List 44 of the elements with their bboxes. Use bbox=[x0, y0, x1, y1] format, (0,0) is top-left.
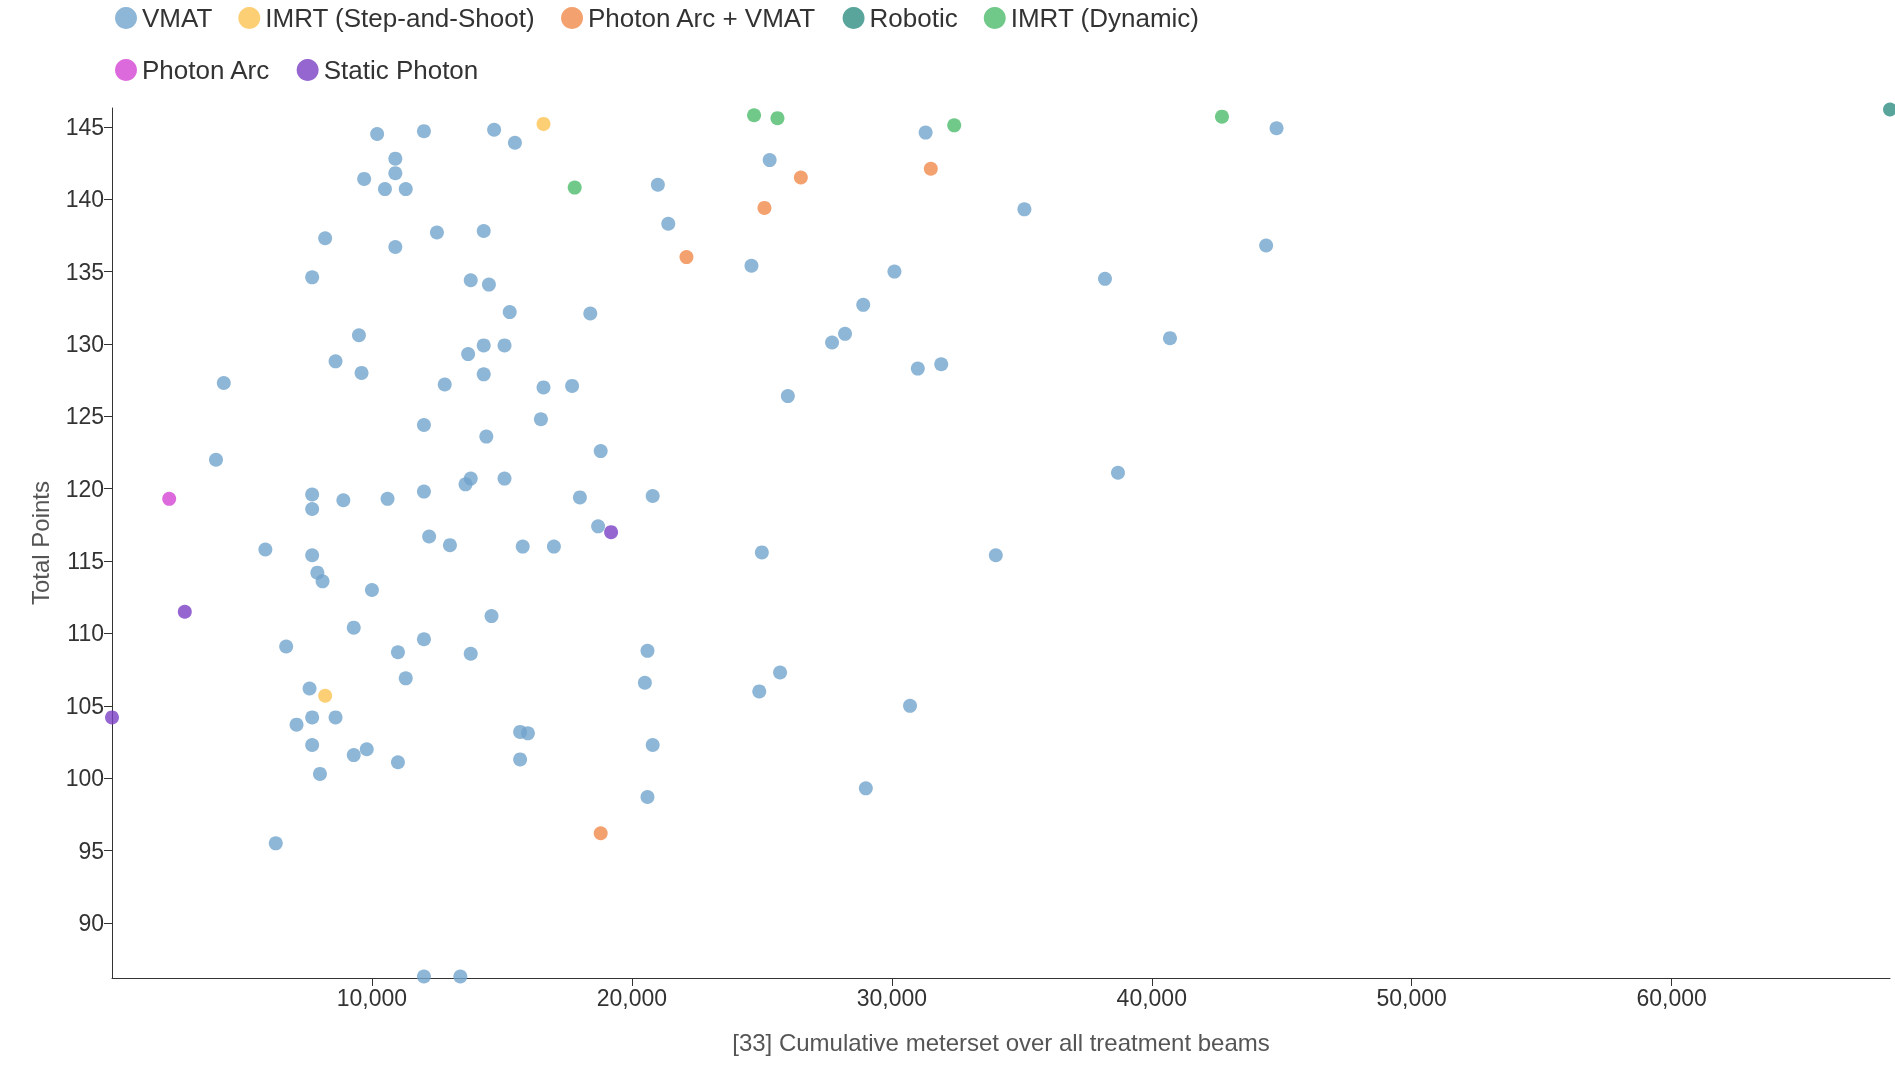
x-tick-label: 10,000 bbox=[336, 984, 408, 1011]
legend-label: Photon Arc + VMAT bbox=[588, 3, 816, 33]
point bbox=[318, 688, 333, 703]
point bbox=[923, 161, 938, 176]
x-tick-label: 20,000 bbox=[596, 984, 668, 1011]
y-axis-title: Total Points bbox=[26, 480, 54, 606]
x-tick-label: 60,000 bbox=[1636, 984, 1707, 1011]
legend-label: IMRT (Dynamic) bbox=[1010, 3, 1200, 33]
point bbox=[679, 250, 694, 265]
point bbox=[747, 108, 762, 123]
y-tick-label: 120 bbox=[65, 475, 104, 502]
point bbox=[1214, 109, 1229, 124]
y-tick-label: 130 bbox=[65, 330, 104, 357]
x-tick-label: 30,000 bbox=[856, 984, 927, 1011]
y-tick-label: 135 bbox=[65, 258, 104, 285]
x-tick-label: 40,000 bbox=[1116, 984, 1187, 1011]
x-tick-label: 50,000 bbox=[1376, 984, 1447, 1011]
y-tick-label: 145 bbox=[65, 113, 104, 140]
point bbox=[567, 180, 582, 195]
point bbox=[604, 525, 619, 540]
point bbox=[593, 826, 608, 841]
point bbox=[536, 116, 551, 131]
y-tick-label: 95 bbox=[78, 837, 104, 864]
legend-label: IMRT (Step-and-Shoot) bbox=[265, 3, 535, 33]
legend-label: Static Photon bbox=[323, 55, 479, 85]
point bbox=[770, 111, 785, 126]
point bbox=[947, 118, 962, 133]
point bbox=[757, 200, 772, 215]
x-axis-title: [33] Cumulative meterset over all treatment beams bbox=[732, 1028, 1270, 1056]
y-tick-label: 125 bbox=[65, 403, 104, 430]
point bbox=[177, 604, 192, 619]
y-tick-label: 105 bbox=[65, 692, 104, 719]
y-tick-label: 115 bbox=[67, 548, 104, 575]
point bbox=[105, 710, 119, 725]
point bbox=[162, 491, 177, 506]
y-tick-label: 100 bbox=[65, 765, 104, 792]
y-tick-label: 140 bbox=[65, 186, 104, 213]
point bbox=[793, 170, 808, 185]
y-tick-label: 90 bbox=[78, 909, 104, 936]
legend-label: Photon Arc bbox=[142, 55, 270, 85]
legend-label: Robotic bbox=[869, 3, 958, 33]
legend-label: VMAT bbox=[142, 3, 213, 33]
point bbox=[1883, 102, 1895, 117]
y-tick-label: 110 bbox=[67, 620, 104, 647]
